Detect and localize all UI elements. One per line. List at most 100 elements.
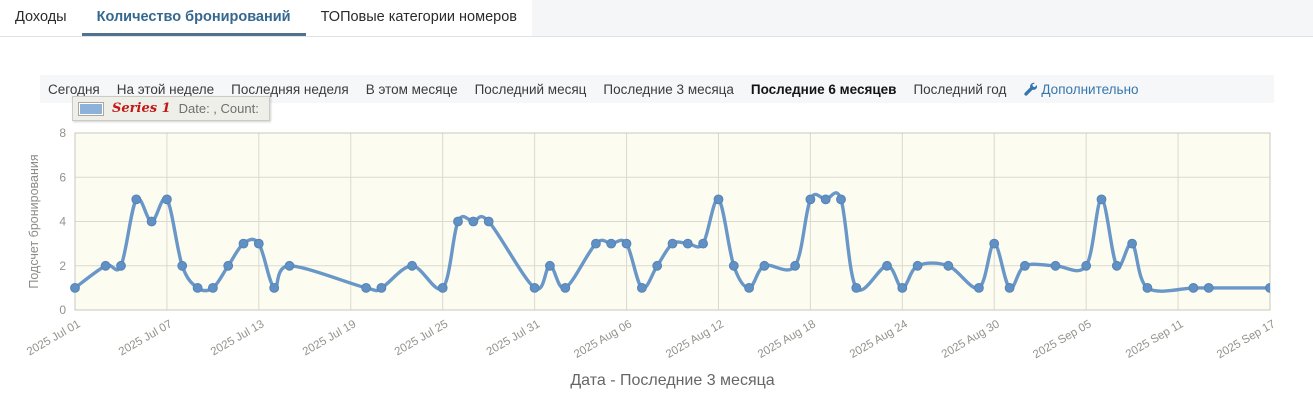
data-point[interactable] <box>897 283 908 293</box>
data-point[interactable] <box>836 194 846 205</box>
x-tick-label: 2025 Aug 24 <box>848 318 910 361</box>
filter-last-year[interactable]: Последний год <box>913 81 1007 97</box>
data-point[interactable] <box>989 238 1000 249</box>
x-tick-label: 2025 Jul 31 <box>485 318 543 358</box>
x-tick-label: 2025 Jul 07 <box>117 318 175 358</box>
data-point[interactable] <box>1081 260 1092 271</box>
data-point[interactable] <box>545 260 555 271</box>
data-point[interactable] <box>208 283 218 293</box>
chart-legend-tooltip: Series 1 Date: , Count: <box>72 96 270 121</box>
booking-chart: 0 2 4 6 8 2025 Jul 01 2025 Jul 07 2025 Jul 13 20… <box>25 126 1278 389</box>
data-point[interactable] <box>1188 283 1199 293</box>
data-point[interactable] <box>912 260 923 271</box>
data-point[interactable] <box>253 238 264 249</box>
period-filter-bar: Сегодня На этой неделе Последняя неделя В э… <box>40 75 1274 103</box>
data-point[interactable] <box>790 260 800 271</box>
data-point[interactable] <box>1111 260 1122 271</box>
data-point[interactable] <box>407 260 418 271</box>
data-point[interactable] <box>621 238 632 249</box>
data-point[interactable] <box>437 283 448 293</box>
filter-last-week[interactable]: Последняя неделя <box>231 81 349 97</box>
data-point[interactable] <box>1050 260 1061 271</box>
data-point[interactable] <box>974 283 984 293</box>
data-point[interactable] <box>238 238 249 249</box>
data-point[interactable] <box>698 238 708 249</box>
x-tick-label: 2025 Jul 25 <box>393 318 451 358</box>
data-point[interactable] <box>713 194 724 205</box>
data-point[interactable] <box>759 260 770 271</box>
data-point[interactable] <box>882 260 892 271</box>
x-tick-label: 2025 Aug 06 <box>572 318 634 361</box>
plot-border <box>74 132 1271 311</box>
y-tick-label: 2 <box>59 259 66 273</box>
series-color-swatch <box>78 101 104 116</box>
y-tick-label: 8 <box>59 126 66 140</box>
data-point[interactable] <box>162 194 172 205</box>
data-point[interactable] <box>591 238 601 249</box>
advanced-link-label[interactable]: Дополнительно <box>1041 81 1139 97</box>
data-point[interactable] <box>805 194 816 205</box>
x-tick-label: 2025 Jul 01 <box>25 318 83 358</box>
series-line <box>73 191 1270 293</box>
data-point[interactable] <box>943 260 954 271</box>
filter-last-month[interactable]: Последний месяц <box>474 81 587 97</box>
bookings-count-chart-panel: 0 2 4 6 8 2025 Jul 01 2025 Jul 07 2025 Jul 13 20… <box>0 110 1313 415</box>
filter-this-week[interactable]: На этой неделе <box>116 81 215 97</box>
y-tick-label: 4 <box>59 215 66 229</box>
data-point[interactable] <box>483 216 494 227</box>
data-point[interactable] <box>468 216 479 227</box>
data-point[interactable] <box>269 283 280 293</box>
tab-bookings-count[interactable]: Количество бронирований <box>81 0 306 36</box>
data-point[interactable] <box>100 260 111 271</box>
data-point[interactable] <box>192 283 203 293</box>
advanced-link[interactable]: Дополнительно <box>1023 81 1139 97</box>
filter-last-3-months[interactable]: Последние 3 месяца <box>603 81 734 97</box>
y-tick-label: 6 <box>59 170 66 184</box>
filter-last-6-months[interactable]: Последние 6 месяцев <box>750 81 897 97</box>
data-point[interactable] <box>1004 283 1015 293</box>
filter-this-month[interactable]: В этом месяце <box>365 81 458 97</box>
data-point[interactable] <box>744 283 754 293</box>
tab-revenue[interactable]: Доходы <box>0 0 82 36</box>
data-point[interactable] <box>1203 283 1214 293</box>
data-point[interactable] <box>70 283 80 293</box>
x-tick-label: 2025 Sep 17 <box>1215 318 1277 361</box>
data-point[interactable] <box>116 260 126 271</box>
data-point[interactable] <box>146 216 157 227</box>
data-point[interactable] <box>1096 194 1107 205</box>
x-tick-label: 2025 Aug 12 <box>664 318 726 361</box>
data-point[interactable] <box>1127 238 1137 249</box>
data-point[interactable] <box>177 260 188 271</box>
data-point[interactable] <box>1265 283 1275 293</box>
data-point[interactable] <box>1142 283 1153 293</box>
tab-top-room-categories[interactable]: ТОПовые категории номеров <box>305 0 532 36</box>
y-tick-label: 0 <box>59 303 66 317</box>
x-tick-label: 2025 Aug 30 <box>940 318 1002 361</box>
tab-bar-filler <box>531 0 1313 36</box>
data-point[interactable] <box>667 238 678 249</box>
x-tick-label: 2025 Jul 13 <box>209 318 267 358</box>
data-point[interactable] <box>606 238 617 249</box>
data-point[interactable] <box>851 283 862 293</box>
data-point[interactable] <box>1020 260 1030 271</box>
wrench-icon <box>1023 82 1038 96</box>
data-point[interactable] <box>284 260 295 271</box>
data-point[interactable] <box>453 216 463 227</box>
filter-today[interactable]: Сегодня <box>48 81 100 97</box>
data-point[interactable] <box>682 238 693 249</box>
tooltip-date-count-label: Date: , Count: <box>178 101 259 116</box>
data-point[interactable] <box>131 194 142 205</box>
data-point[interactable] <box>376 283 387 293</box>
data-point[interactable] <box>361 283 372 293</box>
data-point[interactable] <box>637 283 647 293</box>
data-point[interactable] <box>728 260 739 271</box>
x-tick-label: 2025 Jul 19 <box>301 318 359 358</box>
data-point[interactable] <box>560 283 571 293</box>
x-axis-title: Дата - Последние 3 месяца <box>570 372 774 389</box>
data-point[interactable] <box>820 194 831 205</box>
data-point[interactable] <box>652 260 663 271</box>
y-axis-title: Подсчет бронирования <box>27 154 41 288</box>
data-point[interactable] <box>529 283 540 293</box>
data-point[interactable] <box>223 260 234 271</box>
x-tick-label: 2025 Sep 11 <box>1124 318 1186 361</box>
